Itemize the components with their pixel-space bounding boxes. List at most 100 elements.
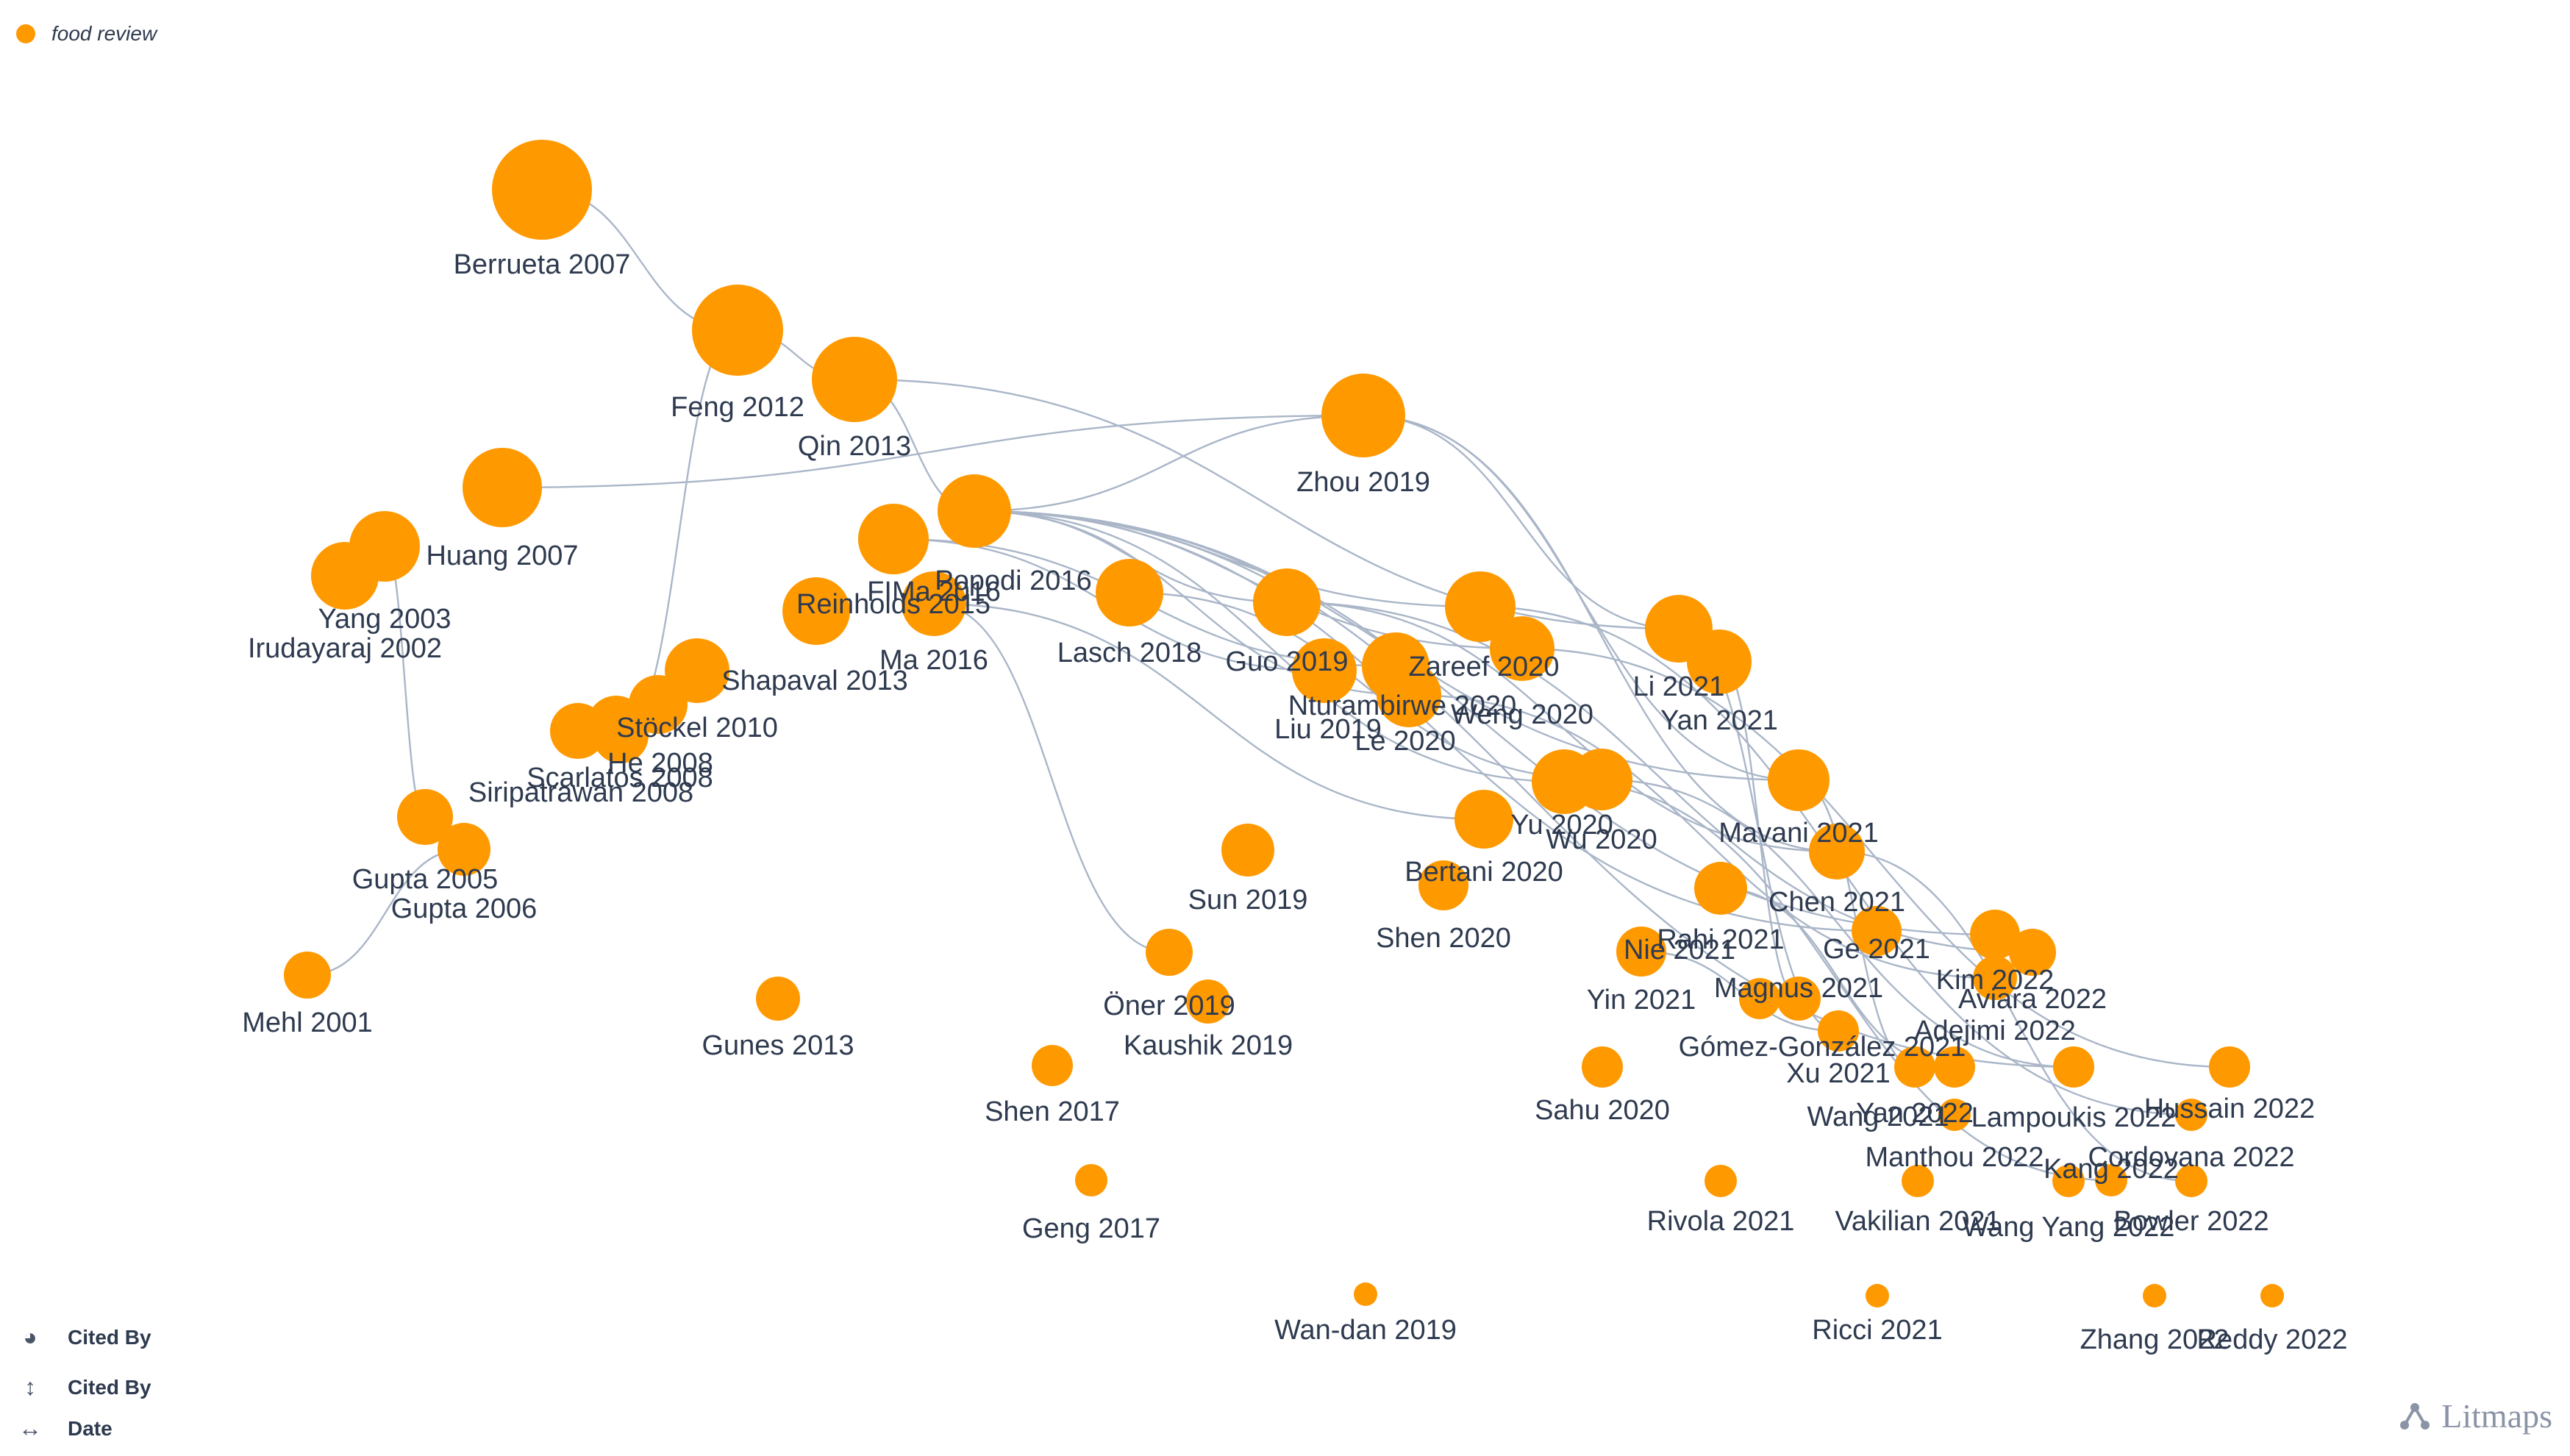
paper-node-manthou2022[interactable] <box>1938 1099 1971 1131</box>
paper-label-yang2003[interactable]: Yang 2003 <box>318 604 451 635</box>
paper-node-feng2012[interactable] <box>692 285 783 376</box>
paper-label-reddy2022[interactable]: Reddy 2022 <box>2197 1324 2348 1355</box>
paper-label-zhou2019[interactable]: Zhou 2019 <box>1296 467 1430 498</box>
paper-label-yan2022[interactable]: Yan 2022 <box>1856 1098 1974 1129</box>
paper-label-vakilian2021[interactable]: Vakilian 2021 <box>1835 1206 2000 1237</box>
paper-node-reddy2022[interactable] <box>2260 1284 2284 1307</box>
paper-node-adejimi2022[interactable] <box>1973 956 2017 1000</box>
paper-node-rivola2021[interactable] <box>1705 1165 1737 1197</box>
paper-label-kaushik2019[interactable]: Kaushik 2019 <box>1124 1030 1293 1061</box>
paper-label-cordovana2022[interactable]: Cordovana 2022 <box>2088 1142 2295 1173</box>
paper-label-siripatrawan2008[interactable]: Siripatrawan 2008 <box>468 777 693 808</box>
paper-node-vakilian2021[interactable] <box>1902 1165 1934 1197</box>
paper-node-lampoukis2022[interactable] <box>2053 1046 2094 1088</box>
paper-label-adejimi2022[interactable]: Adejimi 2022 <box>1914 1016 2076 1046</box>
paper-node-magnus2021[interactable] <box>1777 977 1821 1021</box>
paper-label-lampoukis2022[interactable]: Lampoukis 2022 <box>1971 1102 2177 1133</box>
paper-node-zareef2020[interactable] <box>1445 571 1516 642</box>
paper-label-wandan2019[interactable]: Wan-dan 2019 <box>1274 1315 1457 1346</box>
paper-node-cordovana2022[interactable] <box>2175 1099 2207 1131</box>
paper-label-ma2016[interactable]: Ma 2016 <box>879 645 988 676</box>
paper-node-oner2019[interactable] <box>1146 929 1193 976</box>
paper-label-fima2016[interactable]: FIMa 2016 <box>867 577 1001 607</box>
paper-label-zareef2020[interactable]: Zareef 2020 <box>1409 652 1560 682</box>
paper-label-yin2021[interactable]: Yin 2021 <box>1587 985 1696 1016</box>
paper-label-zhang2022[interactable]: Zhang 2022 <box>2080 1324 2230 1355</box>
paper-node-fima2016[interactable] <box>858 504 929 574</box>
paper-label-he2008[interactable]: He 2008 <box>607 748 713 779</box>
paper-label-gupta2005[interactable]: Gupta 2005 <box>352 864 499 895</box>
paper-label-bowler2022[interactable]: Bowler 2022 <box>2113 1206 2269 1237</box>
paper-node-yin2021[interactable] <box>1619 929 1663 974</box>
paper-node-geng2017[interactable] <box>1075 1164 1107 1196</box>
paper-label-scarlatos2008[interactable]: Scarlatos 2008 <box>527 763 713 793</box>
paper-label-li2021[interactable]: Li 2021 <box>1633 671 1725 702</box>
paper-node-shen2017[interactable] <box>1032 1045 1073 1086</box>
paper-node-wandan2019[interactable] <box>1354 1282 1377 1306</box>
paper-node-shen2020[interactable] <box>1418 860 1468 910</box>
paper-label-yu2020[interactable]: Yu 2020 <box>1510 810 1613 841</box>
paper-node-gupta2006[interactable] <box>438 823 490 876</box>
paper-label-wang2021[interactable]: Wang 2021 <box>1807 1102 1949 1132</box>
paper-label-chen2021[interactable]: Chen 2021 <box>1768 887 1905 918</box>
paper-node-gunes2013[interactable] <box>756 977 800 1021</box>
paper-label-nie2021[interactable]: Nie 2021 <box>1624 935 1735 966</box>
paper-node-kang2022[interactable] <box>2095 1164 2127 1196</box>
paper-label-xu2021[interactable]: Xu 2021 <box>1786 1058 1891 1089</box>
paper-node-wang2021[interactable] <box>1934 1046 1975 1088</box>
paper-node-aviara2022[interactable] <box>2009 929 2056 976</box>
paper-label-lasch2018[interactable]: Lasch 2018 <box>1057 638 1202 668</box>
paper-label-rivola2021[interactable]: Rivola 2021 <box>1647 1206 1795 1237</box>
paper-label-qin2013[interactable]: Qin 2013 <box>798 431 911 462</box>
paper-node-weng2020[interactable] <box>1490 616 1555 681</box>
paper-label-weng2020[interactable]: Weng 2020 <box>1451 699 1593 730</box>
paper-label-reinholds2015[interactable]: Reinholds 2015 <box>796 589 990 620</box>
paper-node-kim2022[interactable] <box>1970 910 2020 960</box>
paper-label-rahi2021[interactable]: Rahi 2021 <box>1657 924 1784 955</box>
paper-node-rahi2021[interactable] <box>1694 862 1747 915</box>
paper-label-yan2021[interactable]: Yan 2021 <box>1660 705 1778 736</box>
paper-node-liu2019[interactable] <box>1292 638 1357 703</box>
paper-label-berrueta2007[interactable]: Berrueta 2007 <box>454 249 631 280</box>
paper-label-gomez2021[interactable]: Gómez-González 2021 <box>1679 1032 1966 1063</box>
paper-node-berrueta2007[interactable] <box>492 140 592 240</box>
paper-node-lasch2018[interactable] <box>1096 559 1163 627</box>
paper-label-le2020[interactable]: Le 2020 <box>1354 726 1455 757</box>
paper-label-hussain2022[interactable]: Hussain 2022 <box>2144 1093 2315 1124</box>
paper-label-shen2020[interactable]: Shen 2020 <box>1376 923 1511 954</box>
paper-label-liu2019[interactable]: Liu 2019 <box>1274 714 1382 745</box>
paper-label-mehl2001[interactable]: Mehl 2001 <box>242 1007 372 1038</box>
paper-node-gomez2021[interactable] <box>1739 978 1780 1019</box>
paper-node-ricci2021[interactable] <box>1866 1284 1889 1307</box>
paper-node-hussain2022[interactable] <box>2209 1046 2250 1088</box>
paper-node-ge2021[interactable] <box>1852 906 1902 956</box>
paper-label-sahu2020[interactable]: Sahu 2020 <box>1535 1095 1670 1126</box>
paper-label-gunes2013[interactable]: Gunes 2013 <box>702 1030 854 1061</box>
litmaps-logo[interactable]: Litmaps <box>2397 1396 2552 1435</box>
paper-node-gupta2005[interactable] <box>397 789 453 845</box>
paper-node-scarlatos2008[interactable] <box>550 703 606 759</box>
paper-label-bertani2020[interactable]: Bertani 2020 <box>1404 857 1563 888</box>
paper-label-stockel2010[interactable]: Stöckel 2010 <box>616 713 778 743</box>
paper-label-popodi2016[interactable]: Popodi 2016 <box>935 565 1091 596</box>
paper-node-chen2021[interactable] <box>1809 824 1865 879</box>
paper-node-ma2016[interactable] <box>902 571 966 636</box>
paper-node-mehl2001[interactable] <box>284 952 331 999</box>
paper-node-sahu2020[interactable] <box>1582 1046 1623 1088</box>
paper-label-kim2022[interactable]: Kim 2022 <box>1936 965 2055 996</box>
paper-node-yan2021[interactable] <box>1687 629 1752 694</box>
paper-node-popodi2016[interactable] <box>938 474 1011 548</box>
paper-node-qin2013[interactable] <box>812 337 897 422</box>
paper-node-sun2019[interactable] <box>1221 824 1274 877</box>
paper-label-sun2019[interactable]: Sun 2019 <box>1188 885 1308 916</box>
paper-node-huang2007[interactable] <box>463 448 542 527</box>
paper-label-manthou2022[interactable]: Manthou 2022 <box>1866 1142 2044 1173</box>
paper-label-magnus2021[interactable]: Magnus 2021 <box>1714 973 1883 1004</box>
paper-node-guo2019[interactable] <box>1253 568 1321 636</box>
paper-node-wangyang2022[interactable] <box>2052 1165 2085 1197</box>
paper-label-gupta2006[interactable]: Gupta 2006 <box>391 893 538 924</box>
paper-label-mavani2021[interactable]: Mavani 2021 <box>1718 818 1879 849</box>
paper-label-nturambirwe2020[interactable]: Nturambirwe 2020 <box>1288 690 1516 721</box>
paper-label-wu2020[interactable]: Wu 2020 <box>1546 824 1657 855</box>
